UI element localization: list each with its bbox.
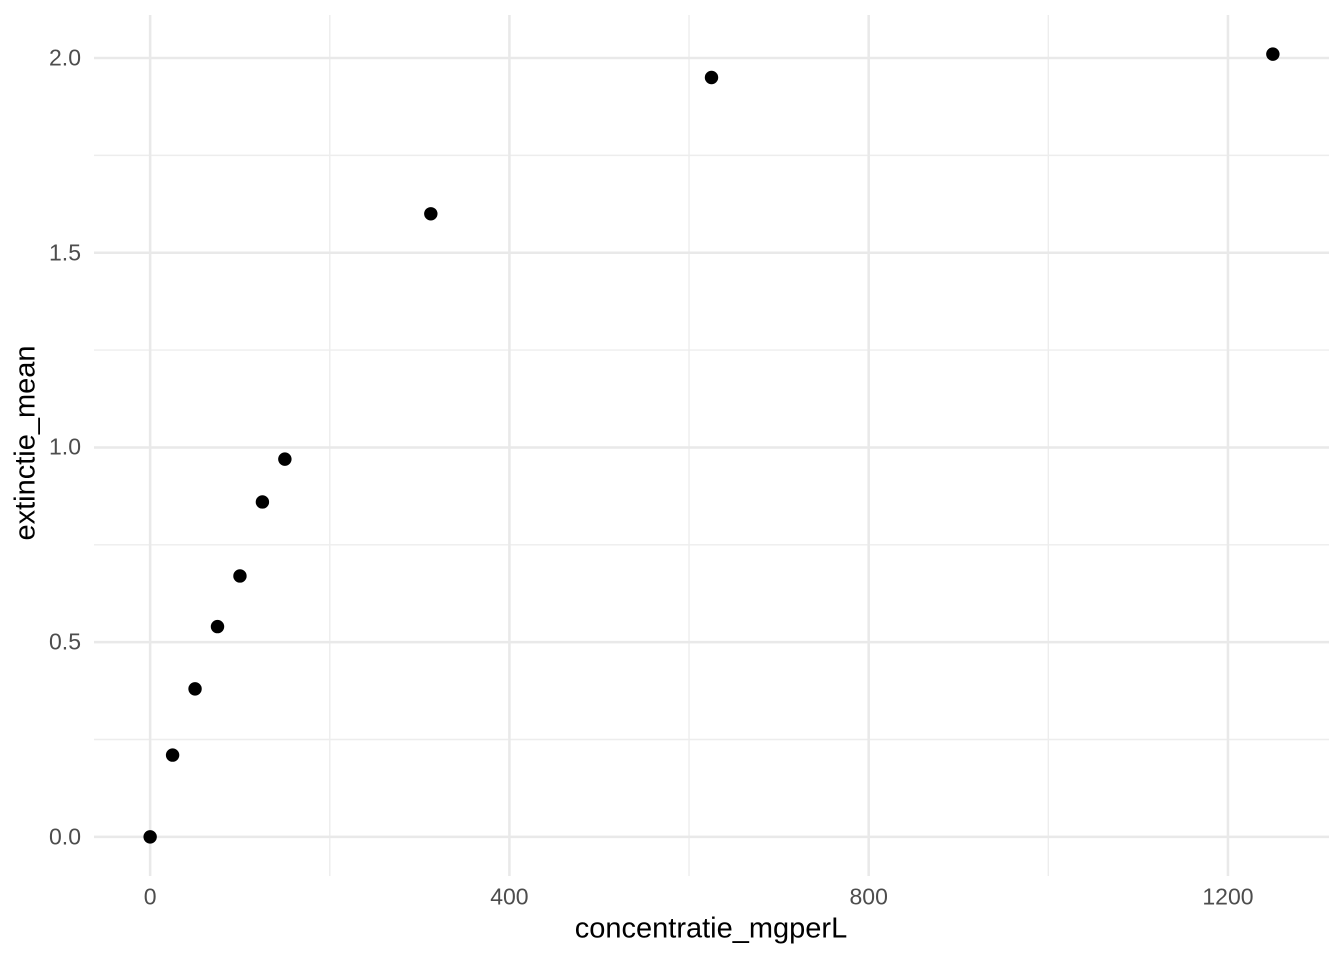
data-point	[210, 619, 225, 634]
y-tick-label: 1.0	[49, 433, 81, 460]
y-tick-label: 1.5	[49, 239, 81, 266]
y-tick-label: 0.0	[49, 823, 81, 850]
data-point	[165, 748, 180, 762]
plot-canvas	[94, 15, 1329, 876]
y-axis-title: extinctie_mean	[9, 345, 42, 541]
data-point	[255, 495, 270, 509]
data-point	[278, 452, 292, 466]
data-point	[188, 682, 202, 696]
y-tick-label: 0.5	[49, 628, 81, 655]
data-point	[1266, 47, 1280, 61]
x-tick-label: 0	[143, 883, 157, 910]
y-tick-label: 2.0	[49, 44, 81, 71]
x-tick-label: 1200	[1202, 883, 1254, 910]
x-tick-label: 400	[490, 883, 529, 910]
data-point	[704, 70, 719, 85]
x-axis-title: concentratie_mgperL	[574, 912, 848, 945]
x-tick-label: 800	[849, 883, 888, 910]
data-point	[143, 830, 157, 844]
data-point	[424, 207, 438, 221]
data-point	[233, 569, 247, 583]
plot-panel	[94, 15, 1329, 876]
